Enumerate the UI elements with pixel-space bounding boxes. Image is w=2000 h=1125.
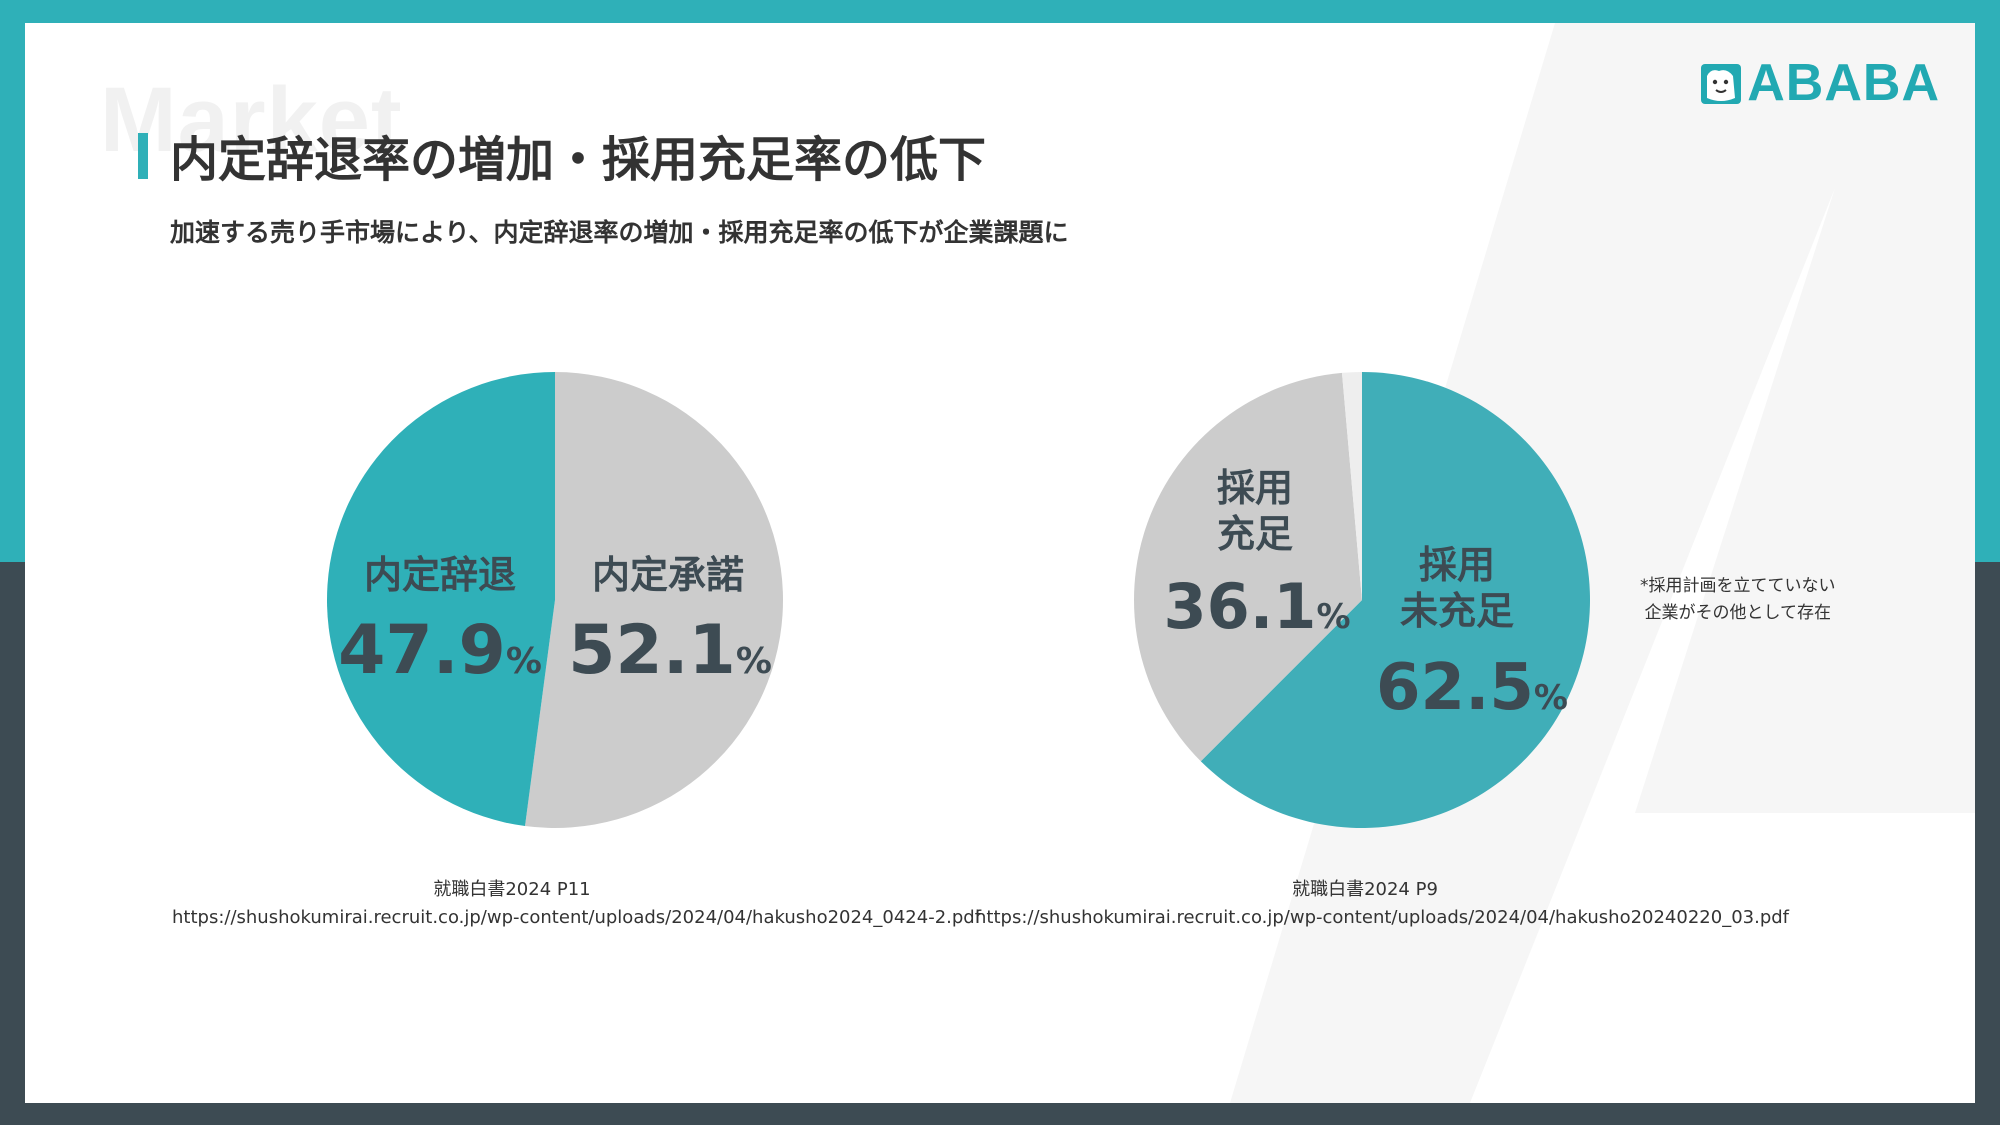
slice-value-fulfilled-number: 36.1 bbox=[1163, 570, 1316, 643]
page-subtitle: 加速する売り手市場により、内定辞退率の増加・採用充足率の低下が企業課題に bbox=[170, 218, 1069, 247]
lbl-fulfilled-line-1: 採用 bbox=[1217, 466, 1293, 510]
slice-value-unfulfilled-unit: % bbox=[1534, 678, 1568, 718]
pie-slice-1 bbox=[525, 372, 784, 828]
chart1-source: 就職白書2024 P11 https://shushokumirai.recru… bbox=[172, 876, 982, 932]
footnote-line-2: 企業がその他として存在 bbox=[1644, 603, 1832, 623]
chart2-footnote: *採用計画を立てていない 企業がその他として存在 bbox=[1640, 573, 1836, 627]
pie-chart-offer-decline bbox=[327, 372, 784, 828]
slice-value-decline-number: 47.9 bbox=[338, 611, 506, 690]
pie-slice-3 bbox=[1341, 372, 1362, 600]
slice-label-accept: 内定承諾 bbox=[592, 553, 744, 597]
slice-value-fulfilled: 36.1% bbox=[1163, 570, 1350, 643]
slice-value-unfulfilled: 62.5% bbox=[1376, 651, 1568, 725]
lbl-fulfilled-line-2: 充足 bbox=[1217, 512, 1293, 556]
lbl-unfulfilled-line-1: 採用 bbox=[1419, 543, 1495, 587]
lbl-unfulfilled-line-2: 未充足 bbox=[1400, 589, 1514, 633]
chart1-source-title: 就職白書2024 P11 bbox=[433, 879, 591, 900]
slice-value-accept-unit: % bbox=[736, 641, 772, 682]
page-title: 内定辞退率の増加・採用充足率の低下 bbox=[170, 132, 987, 188]
slice-value-decline: 47.9% bbox=[338, 611, 542, 690]
slice-value-decline-unit: % bbox=[506, 641, 542, 682]
charts-canvas: 内定辞退 47.9% 内定承諾 52.1% 採用充足 36.1% 採用未充足 6… bbox=[327, 371, 1590, 828]
background-letter-a-decoration bbox=[1230, 23, 1975, 1103]
pie-chart-hiring-fulfillment bbox=[1134, 371, 1590, 828]
title-accent-bar bbox=[138, 133, 148, 179]
chart1-source-url[interactable]: https://shushokumirai.recruit.co.jp/wp-c… bbox=[172, 907, 982, 928]
footnote-line-1: *採用計画を立てていない bbox=[1640, 576, 1836, 596]
pie-slice-2 bbox=[1134, 372, 1362, 762]
chart2-source-title: 就職白書2024 P9 bbox=[1292, 879, 1438, 900]
slice-value-accept: 52.1% bbox=[568, 611, 772, 690]
slice-label-fulfilled: 採用充足 bbox=[1217, 466, 1293, 556]
slice-label-decline: 内定辞退 bbox=[364, 553, 516, 597]
watermark-text: Market bbox=[100, 69, 403, 171]
chart2-source-url[interactable]: https://shushokumirai.recruit.co.jp/wp-c… bbox=[975, 907, 1790, 928]
slice-label-unfulfilled: 採用未充足 bbox=[1400, 543, 1514, 633]
pie-slice-1 bbox=[1200, 371, 1590, 828]
logo-text: ABABA bbox=[1747, 54, 1940, 112]
logo-mascot-icon bbox=[1701, 64, 1742, 104]
pie-slice-2 bbox=[327, 372, 555, 827]
ababa-logo: ABABA bbox=[1701, 53, 1940, 113]
slice-value-fulfilled-unit: % bbox=[1316, 597, 1350, 637]
slide-panel: Market ABABA 内定辞退率の増加・採用充足率の低下 加速する売り手市場… bbox=[25, 23, 1975, 1103]
chart2-source: 就職白書2024 P9 https://shushokumirai.recrui… bbox=[975, 876, 1790, 932]
slice-value-accept-number: 52.1 bbox=[568, 611, 736, 690]
slice-value-unfulfilled-number: 62.5 bbox=[1376, 651, 1534, 725]
